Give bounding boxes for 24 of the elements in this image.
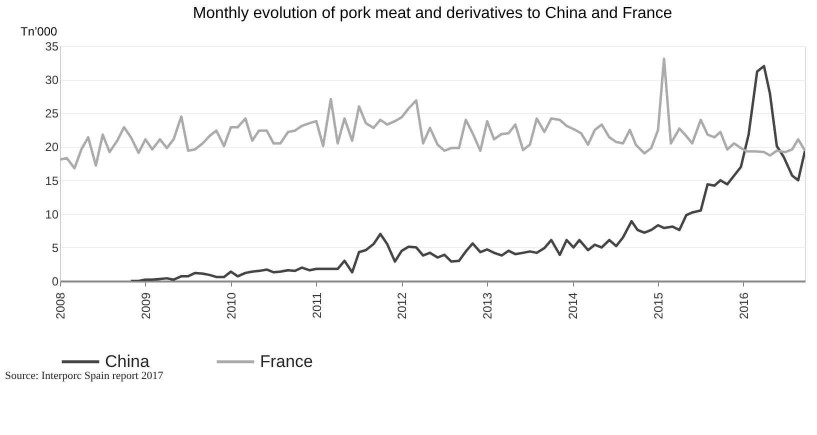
y-tick-label: 35: [45, 40, 59, 54]
x-tick-label: 2012: [395, 292, 410, 320]
y-tick-label: 30: [45, 73, 59, 88]
y-tick-label: 0: [52, 274, 59, 288]
x-tick-label: 2016: [736, 292, 751, 320]
x-tick-label: 2009: [138, 292, 153, 320]
chart-title: Monthly evolution of pork meat and derivatives to China and France: [192, 5, 672, 22]
y-axis-title: Tn’000: [20, 24, 58, 38]
line-series: [130, 64, 805, 281]
x-tick-label: 2011: [310, 292, 324, 318]
x-tick-label: 2014: [566, 292, 580, 320]
x-tick-label: 2015: [652, 292, 666, 320]
x-tick-label: 2013: [480, 292, 495, 320]
line-series: [60, 58, 805, 170]
y-tick-label: 20: [45, 140, 59, 154]
y-tick-label: 10: [45, 207, 59, 222]
legend-label: China: [105, 352, 150, 371]
x-tick-label: 2008: [54, 292, 68, 320]
y-tick-label: 5: [52, 240, 59, 255]
x-tick-label: 2010: [224, 292, 238, 320]
source-note: Source: Interporc Spain report 2017: [5, 370, 164, 382]
y-tick-label: 25: [45, 106, 59, 121]
y-tick-label: 15: [45, 174, 59, 188]
legend-label: France: [260, 352, 313, 371]
